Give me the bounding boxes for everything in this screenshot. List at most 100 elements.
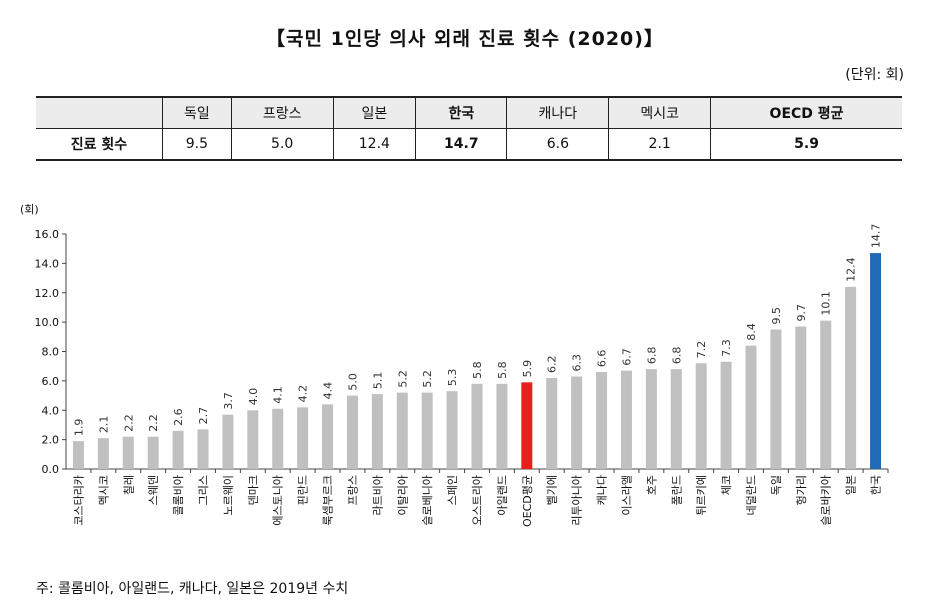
summary-row-label: 진료 횟수	[70, 137, 128, 153]
data-label: 2.6	[172, 408, 185, 426]
summary-header-cell: 캐나다	[506, 97, 609, 129]
x-tick-label: 일본	[844, 475, 858, 495]
data-label: 4.2	[297, 385, 310, 403]
data-label: 6.3	[571, 354, 584, 372]
bar	[122, 436, 134, 469]
bar	[521, 382, 533, 469]
summary-value-row: 진료 횟수 9.5 5.0 12.4 14.7 6.6 2.1 5.9	[36, 128, 902, 160]
x-tick-label: 룩셈부르크	[322, 475, 335, 526]
data-label: 5.8	[496, 361, 509, 379]
data-label: 2.7	[197, 407, 210, 425]
bar	[820, 320, 832, 469]
x-tick-label: 캐나다	[596, 475, 609, 505]
data-label: 2.2	[147, 414, 160, 432]
data-label: 4.4	[322, 382, 335, 400]
x-tick-label: 폴란드	[670, 475, 683, 505]
x-tick-label: 슬로베니아	[421, 475, 434, 526]
x-tick-label: 슬로바키아	[820, 475, 833, 526]
summary-header-cell: 일본	[332, 97, 416, 129]
bar	[97, 438, 109, 469]
x-tick-label: 스페인	[446, 475, 459, 505]
bar	[845, 286, 857, 469]
x-tick-label: 프랑스	[346, 475, 359, 505]
bar	[670, 369, 682, 469]
x-tick-label: 핀란드	[297, 475, 310, 505]
bar	[396, 392, 408, 469]
bar	[571, 376, 583, 469]
y-tick-label: 10.0	[35, 316, 60, 329]
bar	[72, 441, 84, 469]
x-tick-label: 멕시코	[97, 475, 110, 505]
bar	[870, 253, 882, 469]
data-label: 9.5	[770, 307, 783, 325]
data-label: 5.2	[396, 370, 409, 388]
bar	[795, 326, 807, 469]
summary-header-cell: OECD 평균	[710, 97, 902, 129]
bar	[496, 383, 508, 469]
bar	[546, 377, 558, 469]
bar-chart: (회) 0.0 2.0 4.0 6.0 8.0 10.0 12.0 14.0 16.0 1.9 코스타…	[20, 203, 889, 527]
y-tick-label: 4.0	[42, 404, 60, 417]
data-label: 5.9	[521, 360, 534, 378]
data-label: 3.7	[222, 392, 235, 410]
bar	[421, 392, 433, 469]
x-tick-label: 에스토니아	[272, 475, 285, 526]
x-tick-label: 네덜란드	[745, 475, 758, 515]
x-tick-label: 칠레	[122, 475, 135, 495]
data-label: 12.4	[845, 257, 858, 282]
data-label: 2.2	[122, 414, 135, 432]
data-label: 6.2	[546, 355, 559, 373]
y-tick-label: 16.0	[35, 228, 60, 241]
bar	[620, 370, 632, 469]
y-tick-label: 6.0	[42, 375, 60, 388]
page-title: 【국민 1인당 의사 외래 진료 횟수 (2020)】	[266, 28, 664, 50]
x-tick-label: 아일랜드	[495, 475, 509, 515]
y-tick-label: 2.0	[42, 434, 60, 447]
data-label: 6.8	[670, 347, 683, 365]
summary-value-cell: 12.4	[332, 128, 416, 160]
data-label: 4.0	[247, 388, 260, 406]
summary-header-empty	[36, 97, 163, 129]
bar	[371, 394, 383, 469]
y-tick-label: 12.0	[35, 287, 60, 300]
summary-value-cell: 5.0	[230, 128, 334, 160]
data-label: 1.9	[72, 419, 85, 437]
x-tick-label: 리투아니아	[571, 475, 584, 526]
data-label: 6.8	[645, 347, 658, 365]
x-tick-label: 오스트리아	[471, 475, 484, 526]
data-label: 8.4	[745, 323, 758, 341]
data-label: 6.7	[620, 348, 633, 366]
x-tick-label: 그리스	[197, 475, 210, 505]
x-tick-label: 덴마크	[247, 475, 260, 505]
bar	[695, 363, 707, 469]
x-tick-label: 호주	[645, 475, 658, 495]
y-tick-label: 14.0	[35, 257, 60, 270]
summary-header-cell: 독일	[162, 97, 232, 129]
x-tick-label: 이탈리아	[396, 475, 409, 515]
summary-header-row: 독일 프랑스 일본 한국 캐나다 멕시코 OECD 평균	[36, 97, 902, 129]
data-label: 7.2	[695, 341, 708, 359]
summary-value-cell: 14.7	[415, 128, 507, 160]
bar	[197, 429, 209, 469]
bar	[322, 404, 334, 469]
x-tick-label: 튀르키예	[695, 475, 708, 515]
x-tick-label: 노르웨이	[222, 475, 235, 515]
data-label: 5.3	[446, 369, 459, 387]
y-axis-label: (회)	[20, 203, 39, 216]
bar	[346, 395, 358, 469]
data-label: 9.7	[795, 304, 808, 322]
x-tick-label: 벨기에	[546, 475, 559, 505]
x-tick-label: 이스라엘	[620, 475, 633, 515]
summary-value-cell: 9.5	[162, 128, 232, 160]
summary-value-cell: 6.6	[506, 128, 609, 160]
x-tick-label: 독일	[769, 475, 783, 495]
bar	[247, 410, 259, 469]
data-label: 4.1	[272, 386, 285, 404]
unit-note: (단위: 회)	[845, 67, 904, 83]
x-tick-label: 코스타리카	[72, 475, 85, 526]
summary-header-cell: 한국	[415, 97, 507, 129]
summary-header-cell: 프랑스	[230, 97, 334, 129]
y-tick-label: 8.0	[42, 346, 60, 359]
bar	[272, 408, 284, 469]
x-tick-label: 체코	[720, 475, 733, 495]
